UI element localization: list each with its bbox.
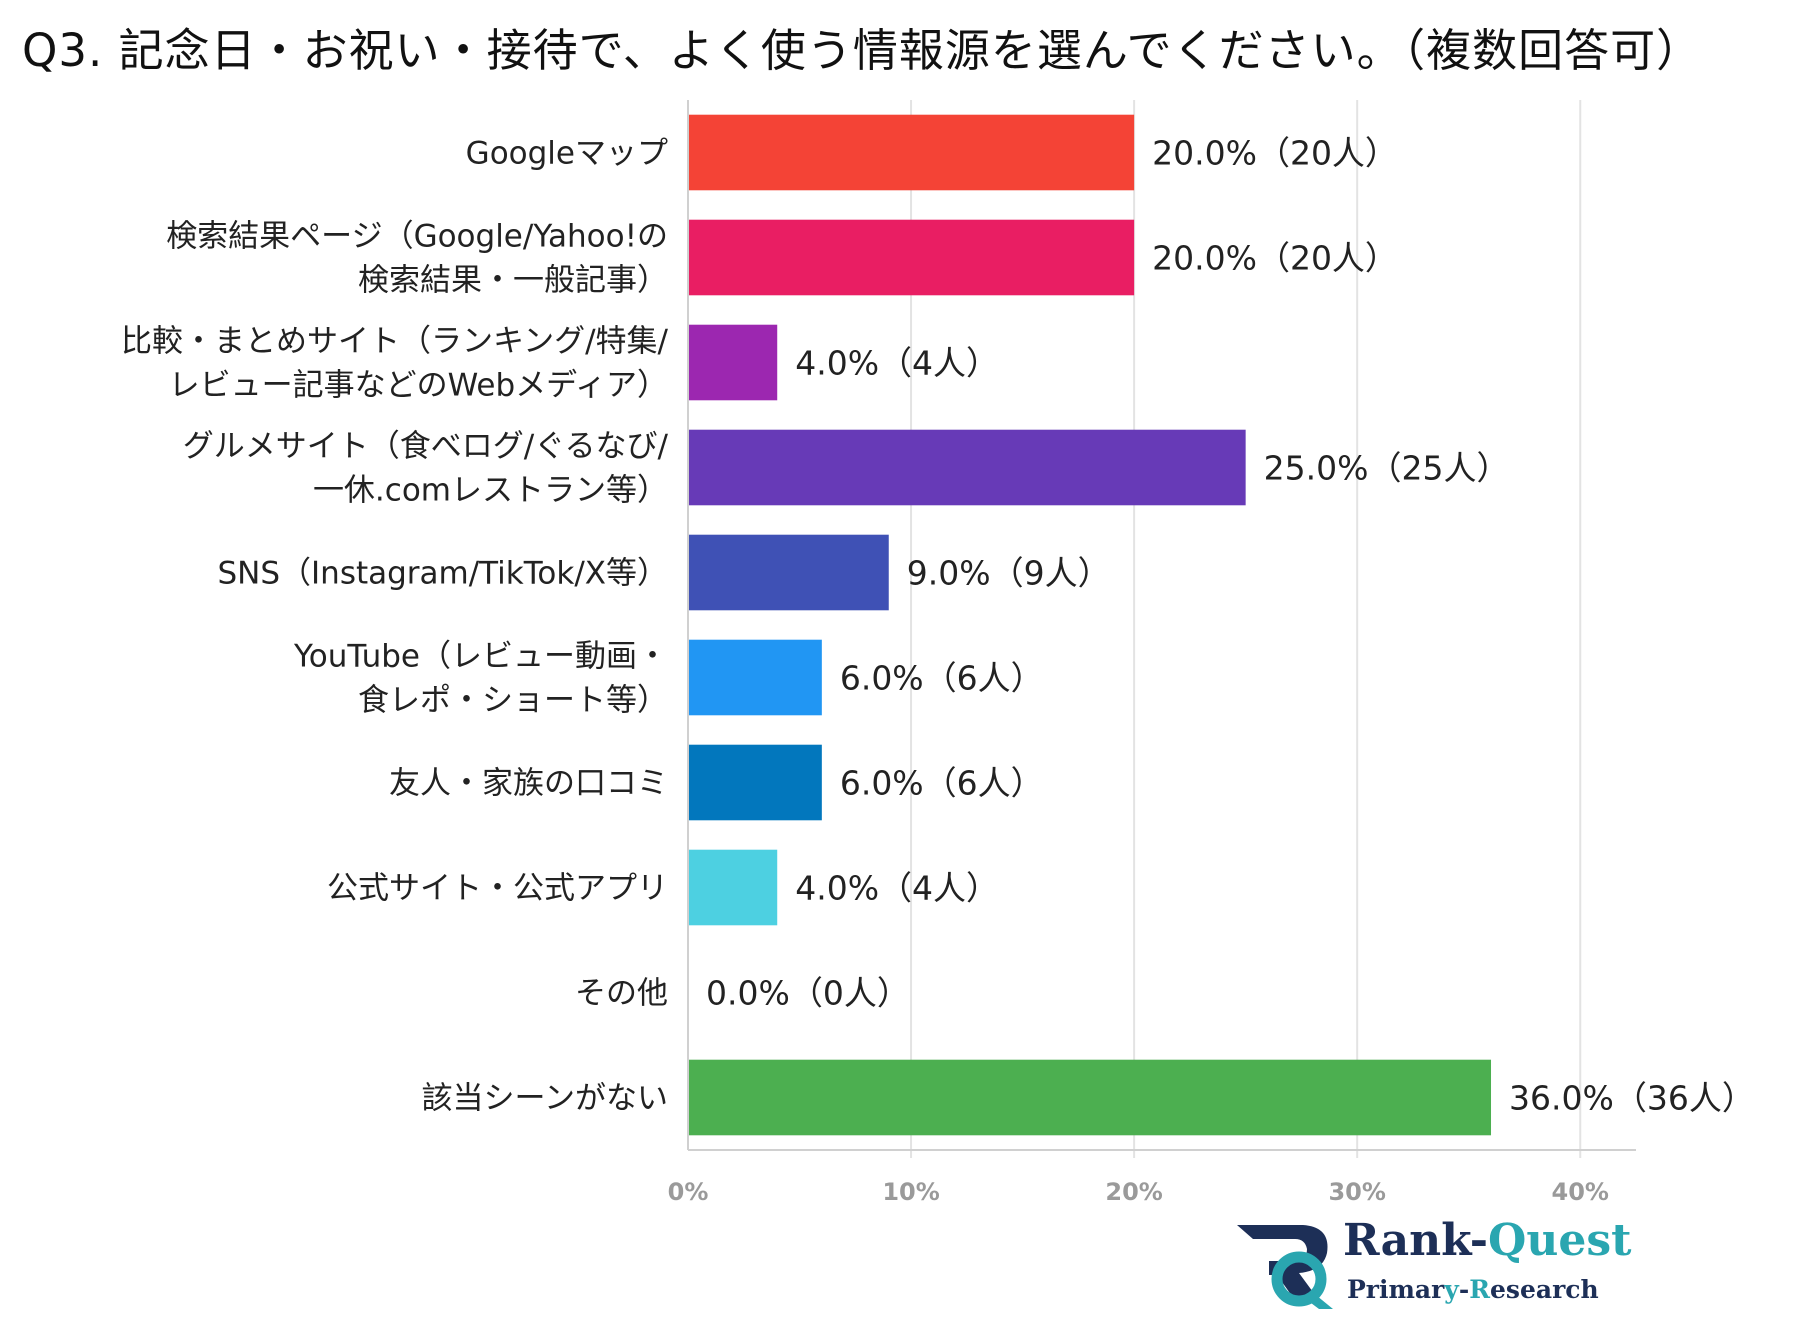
category-label: レビュー記事などのWebメディア）	[169, 368, 668, 404]
data-label: 4.0%（4人）	[795, 344, 999, 383]
category-label: 食レポ・ショート等）	[358, 683, 668, 719]
data-label: 9.0%（9人）	[907, 554, 1111, 593]
rank-quest-logo-icon	[1237, 1225, 1333, 1309]
bar	[688, 324, 778, 401]
bar	[688, 534, 889, 611]
category-label: 比較・まとめサイト（ランキング/特集/	[121, 324, 669, 360]
chart-title: Q3. 記念日・お祝い・接待で、よく使う情報源を選んでください。（複数回答可）	[22, 24, 1703, 77]
data-label: 25.0%（25人）	[1264, 449, 1510, 488]
x-tick-label: 30%	[1328, 1178, 1385, 1206]
rank-quest-logo: Rank-Quest Primary-Research	[1235, 1215, 1635, 1310]
category-label: 該当シーンがない	[422, 1081, 668, 1117]
bar	[688, 114, 1135, 191]
category-label: 友人・家族の口コミ	[389, 766, 668, 802]
data-label: 0.0%（0人）	[706, 974, 910, 1013]
bars	[688, 114, 1492, 1136]
category-label: YouTube（レビュー動画・	[293, 639, 668, 675]
data-label: 6.0%（6人）	[840, 764, 1044, 803]
labels: 20.0%（20人） Googleマップ 20.0%（20人） 検索結果ページ（Goo…	[121, 134, 1755, 1118]
bar	[688, 219, 1135, 296]
category-label: SNS（Instagram/TikTok/X等）	[217, 556, 668, 592]
data-label: 36.0%（36人）	[1509, 1079, 1755, 1118]
x-tick-label: 0%	[668, 1178, 709, 1206]
category-label: その他	[575, 976, 668, 1012]
x-tick-label: 40%	[1552, 1178, 1609, 1206]
category-label: 一休.comレストラン等）	[313, 473, 668, 509]
data-label: 6.0%（6人）	[840, 659, 1044, 698]
category-label: 検索結果ページ（Google/Yahoo!の	[166, 219, 668, 255]
axes: 0% 10% 20% 30% 40%	[668, 100, 1636, 1206]
category-label: Googleマップ	[466, 136, 668, 172]
bar	[688, 744, 822, 821]
category-label: グルメサイト（食べログ/ぐるなび/	[183, 429, 669, 465]
data-label: 20.0%（20人）	[1152, 134, 1398, 173]
data-label: 20.0%（20人）	[1152, 239, 1398, 278]
logo-subtitle: Primary-Research	[1347, 1275, 1599, 1304]
category-label: 検索結果・一般記事）	[358, 263, 668, 299]
bar	[688, 429, 1246, 506]
x-tick-label: 20%	[1105, 1178, 1162, 1206]
bar	[688, 639, 822, 716]
logo-name: Rank-Quest	[1343, 1215, 1632, 1266]
category-label: 公式サイト・公式アプリ	[327, 871, 668, 907]
bar	[688, 849, 778, 926]
x-tick-label: 10%	[882, 1178, 939, 1206]
bar	[688, 1059, 1492, 1136]
data-label: 4.0%（4人）	[795, 869, 999, 908]
